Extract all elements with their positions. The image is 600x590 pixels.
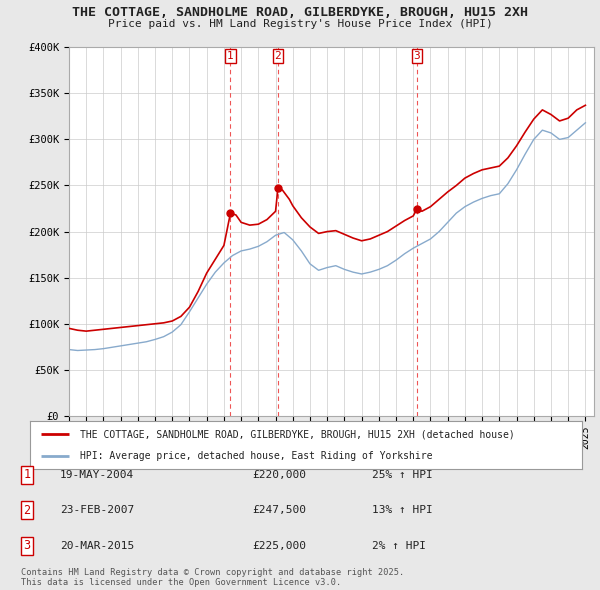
Text: HPI: Average price, detached house, East Riding of Yorkshire: HPI: Average price, detached house, East… — [80, 451, 432, 461]
Text: 1: 1 — [227, 51, 234, 61]
Text: 19-MAY-2004: 19-MAY-2004 — [60, 470, 134, 480]
Text: 1: 1 — [23, 468, 31, 481]
Text: THE COTTAGE, SANDHOLME ROAD, GILBERDYKE, BROUGH, HU15 2XH (detached house): THE COTTAGE, SANDHOLME ROAD, GILBERDYKE,… — [80, 429, 514, 439]
Text: £225,000: £225,000 — [252, 541, 306, 550]
Text: Contains HM Land Registry data © Crown copyright and database right 2025.: Contains HM Land Registry data © Crown c… — [21, 568, 404, 577]
Text: THE COTTAGE, SANDHOLME ROAD, GILBERDYKE, BROUGH, HU15 2XH: THE COTTAGE, SANDHOLME ROAD, GILBERDYKE,… — [72, 6, 528, 19]
Text: Price paid vs. HM Land Registry's House Price Index (HPI): Price paid vs. HM Land Registry's House … — [107, 19, 493, 29]
Text: £220,000: £220,000 — [252, 470, 306, 480]
Text: 3: 3 — [413, 51, 421, 61]
Text: 3: 3 — [23, 539, 31, 552]
Text: 25% ↑ HPI: 25% ↑ HPI — [372, 470, 433, 480]
Text: This data is licensed under the Open Government Licence v3.0.: This data is licensed under the Open Gov… — [21, 578, 341, 588]
Text: 13% ↑ HPI: 13% ↑ HPI — [372, 506, 433, 515]
Text: 2: 2 — [275, 51, 281, 61]
Text: 2% ↑ HPI: 2% ↑ HPI — [372, 541, 426, 550]
Text: £247,500: £247,500 — [252, 506, 306, 515]
Text: 23-FEB-2007: 23-FEB-2007 — [60, 506, 134, 515]
Text: 20-MAR-2015: 20-MAR-2015 — [60, 541, 134, 550]
Text: 2: 2 — [23, 504, 31, 517]
